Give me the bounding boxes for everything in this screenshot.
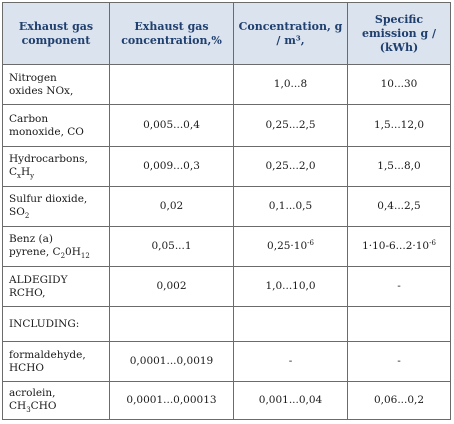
percent-cell: 0,005...0,4 [109,104,234,147]
g-m3-cell: 0,25...2,5 [233,104,348,147]
table-row: formaldehyde, HCHO 0,0001...0,0019 - - [2,341,451,382]
percent-cell: 0,0001...0,0019 [109,341,234,382]
component-cell: formaldehyde, HCHO [2,341,110,382]
g-kwh-cell: 0,4...2,5 [347,186,451,227]
percent-cell: 0,0001...0,00013 [109,381,234,420]
emissions-table-container: Exhaust gas component Exhaust gas concen… [2,2,451,420]
component-cell: Benz (a) pyrene, C20H12 [2,226,110,267]
g-kwh-cell: 10...30 [347,64,451,105]
table-row: acrolein, CH3CHO 0,0001...0,00013 0,001..… [2,381,451,420]
component-cell: Sulfur dioxide, SO2 [2,186,110,227]
header-g-m3: Concentration, g / m³, [233,2,348,65]
g-kwh-cell [347,306,451,342]
header-g-kwh: Specific emission g / (kWh) [347,2,451,65]
table-row: Nitrogen oxides NOx, 1,0...8 10...30 [2,64,451,105]
g-m3-cell [233,306,348,342]
component-cell: Hydrocarbons, CxHy [2,146,110,187]
component-cell: acrolein, CH3CHO [2,381,110,420]
g-m3-cell: 0,25·10-6 [233,226,348,267]
g-m3-cell: 0,1...0,5 [233,186,348,227]
table-row: Carbon monoxide, CO 0,005...0,4 0,25...2,… [2,104,451,147]
percent-cell [109,306,234,342]
header-row: Exhaust gas component Exhaust gas concen… [2,2,451,65]
component-cell: INCLUDING: [2,306,110,342]
percent-cell: 0,009...0,3 [109,146,234,187]
component-cell: Carbon monoxide, CO [2,104,110,147]
table-row: Sulfur dioxide, SO2 0,02 0,1...0,5 0,4...… [2,186,451,227]
percent-cell: 0,002 [109,266,234,307]
component-cell: Nitrogen oxides NOx, [2,64,110,105]
g-kwh-cell: 1,5...12,0 [347,104,451,147]
table-row: Hydrocarbons, CxHy 0,009...0,3 0,25...2,0… [2,146,451,187]
g-m3-cell: 0,25...2,0 [233,146,348,187]
g-kwh-cell: - [347,341,451,382]
header-component: Exhaust gas component [2,2,110,65]
component-cell: ALDEGIDY RCHO, [2,266,110,307]
g-m3-cell: 0,001...0,04 [233,381,348,420]
g-m3-cell: - [233,341,348,382]
g-kwh-cell: - [347,266,451,307]
percent-cell [109,64,234,105]
table-row: Benz (a) pyrene, C20H12 0,05...1 0,25·10-… [2,226,451,267]
table-row: INCLUDING: [2,306,451,342]
header-percent: Exhaust gas concentration,% [109,2,234,65]
exhaust-emissions-table: Exhaust gas component Exhaust gas concen… [2,2,451,420]
percent-cell: 0,02 [109,186,234,227]
table-row: ALDEGIDY RCHO, 0,002 1,0...10,0 - [2,266,451,307]
g-m3-cell: 1,0...10,0 [233,266,348,307]
percent-cell: 0,05...1 [109,226,234,267]
g-kwh-cell: 0,06...0,2 [347,381,451,420]
g-m3-cell: 1,0...8 [233,64,348,105]
g-kwh-cell: 1,5...8,0 [347,146,451,187]
g-kwh-cell: 1·10-6...2·10-6 [347,226,451,267]
